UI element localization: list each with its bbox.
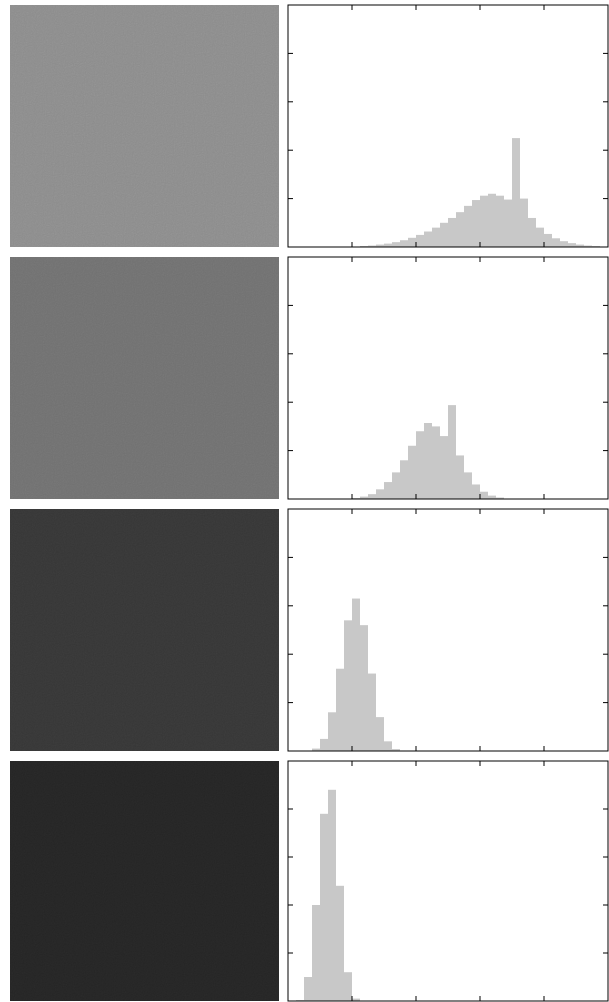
histogram-bar bbox=[328, 789, 336, 1001]
histogram-bar bbox=[320, 813, 328, 1001]
histogram-bar bbox=[464, 205, 472, 247]
histogram-bar bbox=[456, 455, 464, 499]
histogram-bar bbox=[352, 598, 360, 751]
histogram-bar bbox=[472, 200, 480, 247]
histogram-bar bbox=[376, 717, 384, 751]
histogram-bar bbox=[384, 741, 392, 751]
histogram-bar bbox=[552, 238, 560, 247]
histogram-bar bbox=[472, 484, 480, 499]
histogram-bar bbox=[544, 233, 552, 247]
histogram-bar bbox=[448, 405, 456, 499]
histogram-bar bbox=[328, 712, 336, 751]
histogram-bar bbox=[392, 242, 400, 247]
histogram-bar bbox=[320, 738, 328, 751]
histogram-bar bbox=[448, 217, 456, 247]
histogram-bar bbox=[312, 748, 320, 751]
histogram-bar bbox=[304, 977, 312, 1001]
histogram-bar bbox=[464, 472, 472, 499]
histogram-bar bbox=[344, 620, 352, 751]
histogram-bar bbox=[360, 625, 368, 751]
noise-image bbox=[10, 509, 279, 751]
histogram-bar bbox=[336, 885, 344, 1001]
histogram-bar bbox=[440, 436, 448, 499]
histogram-bar bbox=[416, 431, 424, 499]
histogram-bar bbox=[408, 237, 416, 247]
histogram-bar bbox=[384, 482, 392, 499]
axes-frame bbox=[287, 256, 609, 500]
histogram-bar bbox=[480, 491, 488, 499]
histogram-bar bbox=[536, 227, 544, 247]
noise-image bbox=[10, 5, 279, 247]
noise-image bbox=[10, 257, 279, 499]
histogram-bar bbox=[488, 495, 496, 499]
histogram-bar bbox=[520, 198, 528, 247]
histogram-bar bbox=[376, 244, 384, 247]
histogram-bar bbox=[480, 195, 488, 247]
histogram-bar bbox=[568, 243, 576, 247]
noise-image bbox=[10, 761, 279, 1001]
histogram-bar bbox=[528, 217, 536, 247]
histogram-bar bbox=[456, 212, 464, 247]
histogram-bar bbox=[344, 972, 352, 1001]
histogram-bar bbox=[360, 496, 368, 499]
histogram-bar bbox=[424, 231, 432, 247]
histogram-bar bbox=[376, 489, 384, 499]
histogram-bar bbox=[560, 241, 568, 247]
histogram-bar bbox=[312, 905, 320, 1001]
histogram-bar bbox=[496, 195, 504, 247]
histogram-bar bbox=[384, 243, 392, 247]
axes-frame bbox=[287, 508, 609, 752]
histogram-bar bbox=[392, 472, 400, 499]
histogram-bar bbox=[416, 234, 424, 247]
histogram-bar bbox=[336, 668, 344, 751]
histogram-bar bbox=[512, 138, 520, 247]
histogram-bar bbox=[432, 426, 440, 499]
histogram-bar bbox=[400, 460, 408, 499]
histogram-bar bbox=[408, 445, 416, 499]
histogram-bar bbox=[352, 998, 360, 1001]
histogram-bar bbox=[392, 749, 400, 751]
histogram-bar bbox=[368, 245, 376, 247]
histogram-bar bbox=[504, 199, 512, 247]
histogram-bar bbox=[368, 673, 376, 751]
histogram-bar bbox=[440, 222, 448, 247]
axes-frame bbox=[287, 760, 609, 1002]
histogram-bar bbox=[368, 494, 376, 499]
histogram-bar bbox=[584, 245, 592, 247]
histogram-bar bbox=[432, 227, 440, 247]
histogram-bar bbox=[576, 244, 584, 247]
histogram-bar bbox=[488, 193, 496, 247]
histogram-bar bbox=[496, 497, 504, 499]
histogram-bar bbox=[400, 240, 408, 247]
axes-frame bbox=[287, 4, 609, 248]
histogram-bar bbox=[424, 423, 432, 499]
